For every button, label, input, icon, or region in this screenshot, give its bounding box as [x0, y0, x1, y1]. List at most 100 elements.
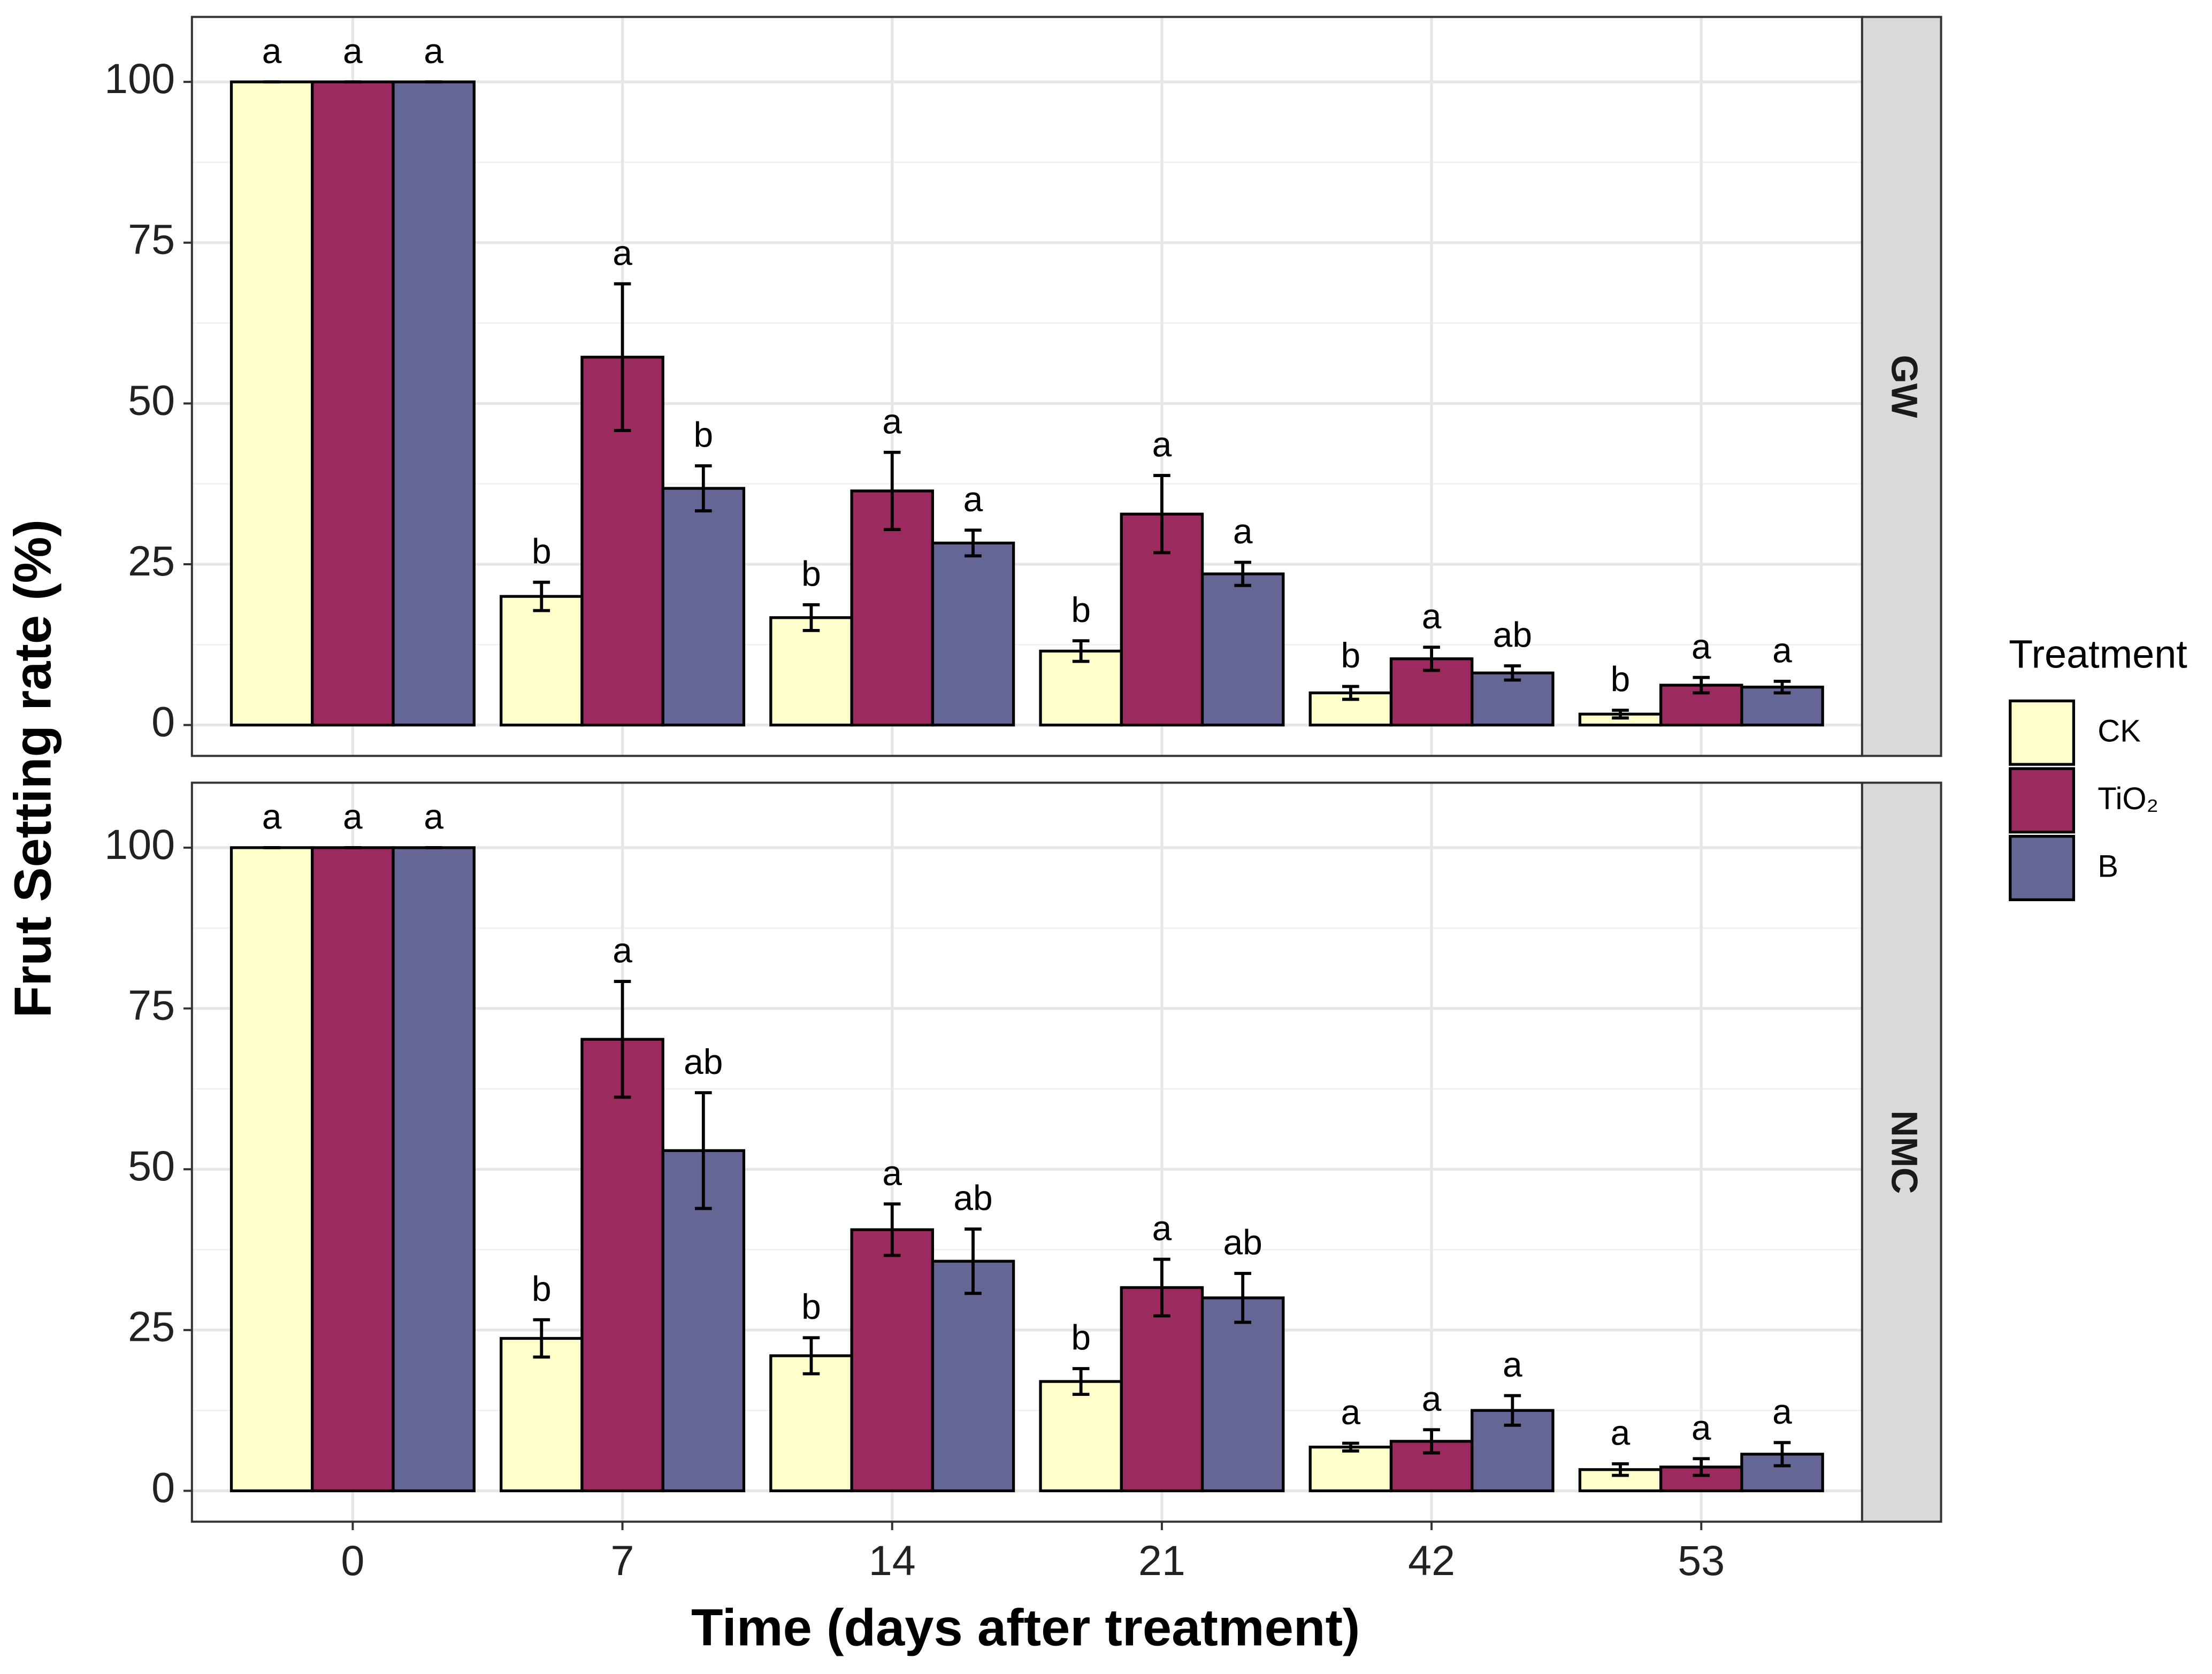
- bar: [311, 846, 395, 1493]
- x-tick-label: 0: [341, 1537, 364, 1584]
- bar: [1308, 1446, 1393, 1493]
- error-bar: [614, 980, 631, 1099]
- error-bar: [1693, 675, 1710, 695]
- error-bar: [1072, 639, 1090, 663]
- bar: [1200, 572, 1285, 727]
- significance-letter: a: [424, 797, 443, 836]
- error-bar: [802, 603, 820, 632]
- bar: [1120, 1286, 1204, 1493]
- error-bar: [883, 1202, 901, 1257]
- x-tick-label: 21: [1138, 1537, 1185, 1584]
- legend-label: B: [2098, 849, 2118, 884]
- significance-letter: a: [1772, 1392, 1792, 1431]
- bar: [500, 1337, 584, 1493]
- bar: [931, 541, 1015, 727]
- error-bar: [1423, 1428, 1440, 1455]
- significance-letter: a: [1422, 596, 1442, 636]
- bar: [392, 80, 476, 727]
- bar: [769, 616, 853, 727]
- bar: [850, 1228, 935, 1493]
- facet-strip: [1861, 781, 1942, 1523]
- error-bar: [1504, 664, 1521, 682]
- bar: [1200, 1296, 1285, 1493]
- bar: [769, 1354, 853, 1493]
- error-bar: [533, 1318, 550, 1359]
- significance-letter: a: [882, 401, 902, 441]
- error-bar: [614, 282, 631, 432]
- significance-letter: b: [532, 1269, 552, 1308]
- bar: [580, 1038, 664, 1493]
- y-tick-label: 100: [104, 55, 175, 102]
- significance-letter: a: [343, 31, 363, 71]
- legend-label: CK: [2098, 714, 2141, 749]
- significance-letter: a: [613, 931, 632, 970]
- bar: [1471, 671, 1555, 727]
- bar: [1039, 1380, 1123, 1493]
- legend-title: Treatment: [2009, 632, 2187, 676]
- significance-letter: ab: [1493, 615, 1532, 655]
- error-bar: [965, 1227, 982, 1295]
- significance-letter: a: [613, 233, 632, 272]
- error-bar: [1342, 1441, 1359, 1453]
- bar: [392, 846, 476, 1493]
- significance-letter: a: [1503, 1345, 1522, 1384]
- significance-letter: b: [801, 1287, 821, 1326]
- y-axis-title: Frut Setting rate (%): [3, 519, 62, 1018]
- y-tick-label: 25: [128, 537, 175, 585]
- significance-letter: a: [1611, 1413, 1631, 1453]
- legend-label: TiO₂: [2098, 781, 2159, 816]
- y-tick-label: 0: [151, 1463, 175, 1511]
- facet-label: GW: [1884, 355, 1925, 418]
- x-tick-label: 42: [1408, 1537, 1455, 1584]
- y-tick-label: 25: [128, 1303, 175, 1350]
- significance-letter: b: [1071, 1318, 1091, 1357]
- facet-strip: [1861, 16, 1942, 757]
- significance-letter: a: [424, 31, 443, 71]
- bar: [500, 595, 584, 727]
- significance-letter: a: [343, 797, 363, 836]
- bar: [661, 487, 746, 727]
- error-bar: [533, 580, 550, 612]
- error-bar: [695, 1091, 712, 1210]
- significance-letter: b: [1071, 590, 1091, 629]
- error-bar: [695, 464, 712, 513]
- error-bar: [965, 528, 982, 558]
- error-bar: [1153, 474, 1170, 555]
- significance-letter: a: [1152, 1208, 1172, 1248]
- x-tick-label: 53: [1678, 1537, 1725, 1584]
- y-tick-label: 75: [128, 981, 175, 1028]
- error-bar: [1612, 1462, 1629, 1477]
- y-tick-label: 50: [128, 376, 175, 424]
- legend-swatch: [2009, 767, 2076, 834]
- y-tick-label: 50: [128, 1142, 175, 1189]
- significance-letter: ab: [953, 1178, 992, 1218]
- x-tick-label: 7: [611, 1537, 634, 1584]
- significance-letter: b: [532, 531, 552, 571]
- significance-letter: a: [1772, 631, 1792, 670]
- legend-swatch: [2009, 699, 2076, 766]
- significance-letter: a: [1422, 1379, 1442, 1418]
- x-tick-label: 14: [869, 1537, 916, 1584]
- significance-letter: a: [1691, 626, 1711, 666]
- significance-letter: ab: [684, 1042, 723, 1081]
- bar: [1578, 1468, 1663, 1493]
- bar: [311, 80, 395, 727]
- y-tick-label: 75: [128, 216, 175, 263]
- significance-letter: b: [1341, 635, 1361, 675]
- bar: [229, 80, 314, 727]
- error-bar: [883, 450, 901, 531]
- error-bar: [1773, 1441, 1791, 1468]
- facet-label: NMC: [1884, 1110, 1925, 1194]
- error-bar: [1234, 1272, 1251, 1324]
- error-bar: [1612, 709, 1629, 720]
- error-bar: [802, 1336, 820, 1376]
- error-bar: [1423, 646, 1440, 672]
- x-axis-title: Time (days after treatment): [691, 1599, 1360, 1657]
- error-bar: [1342, 685, 1359, 701]
- significance-letter: ab: [1223, 1223, 1262, 1262]
- error-bar: [1504, 1394, 1521, 1427]
- significance-letter: a: [1691, 1408, 1711, 1447]
- y-tick-label: 100: [104, 820, 175, 868]
- error-bar: [1693, 1457, 1710, 1477]
